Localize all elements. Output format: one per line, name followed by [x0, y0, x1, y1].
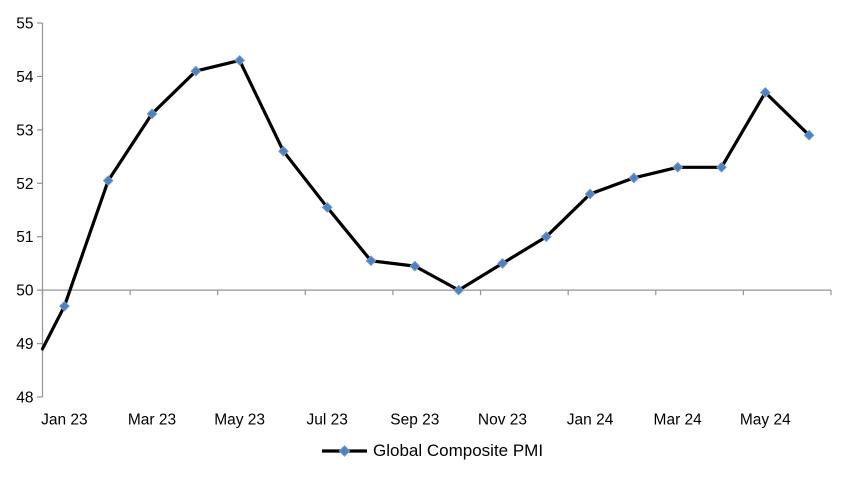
legend-line-marker-icon: [322, 445, 367, 457]
data-point-marker: [716, 161, 727, 173]
x-axis-label: Jan 23: [41, 412, 88, 429]
y-axis-label: 55: [16, 16, 33, 33]
data-point-marker: [190, 65, 202, 77]
data-point-marker: [759, 87, 771, 98]
x-axis-label: Sep 23: [390, 412, 439, 429]
y-axis-label: 52: [16, 176, 33, 193]
y-axis-label: 53: [16, 122, 33, 139]
data-point-marker: [628, 172, 640, 184]
data-point-marker: [234, 54, 246, 66]
y-axis-label: 54: [16, 69, 34, 86]
data-point-marker: [672, 161, 684, 173]
data-point-marker: [803, 129, 815, 141]
y-axis-label: 50: [16, 283, 34, 300]
data-point-marker: [453, 284, 465, 296]
y-axis-label: 48: [16, 390, 33, 407]
legend-label: Global Composite PMI: [373, 441, 544, 460]
y-axis-label: 49: [16, 336, 33, 353]
data-point-marker: [540, 231, 552, 243]
data-point-marker: [584, 188, 596, 200]
data-point-marker: [58, 300, 70, 312]
x-axis-label: May 23: [214, 412, 265, 429]
x-axis-label: Jul 23: [307, 412, 348, 429]
x-axis-label: May 24: [740, 412, 791, 429]
data-point-marker: [409, 260, 421, 272]
legend: Global Composite PMI: [321, 441, 543, 461]
pmi-series-line: [40, 58, 811, 351]
data-point-marker: [278, 145, 289, 157]
data-point-marker: [321, 201, 333, 213]
data-point-marker: [365, 255, 377, 267]
data-point-marker: [497, 258, 508, 269]
x-axis-label: Mar 24: [654, 412, 703, 429]
x-axis-label: Mar 23: [128, 412, 176, 429]
data-point-marker: [146, 108, 158, 120]
legend-marker-icon: [338, 445, 351, 457]
y-axis-label: 51: [16, 229, 33, 246]
data-point-marker: [102, 175, 114, 187]
x-axis-label: Jan 24: [567, 412, 614, 429]
x-axis-label: Nov 23: [478, 412, 527, 429]
